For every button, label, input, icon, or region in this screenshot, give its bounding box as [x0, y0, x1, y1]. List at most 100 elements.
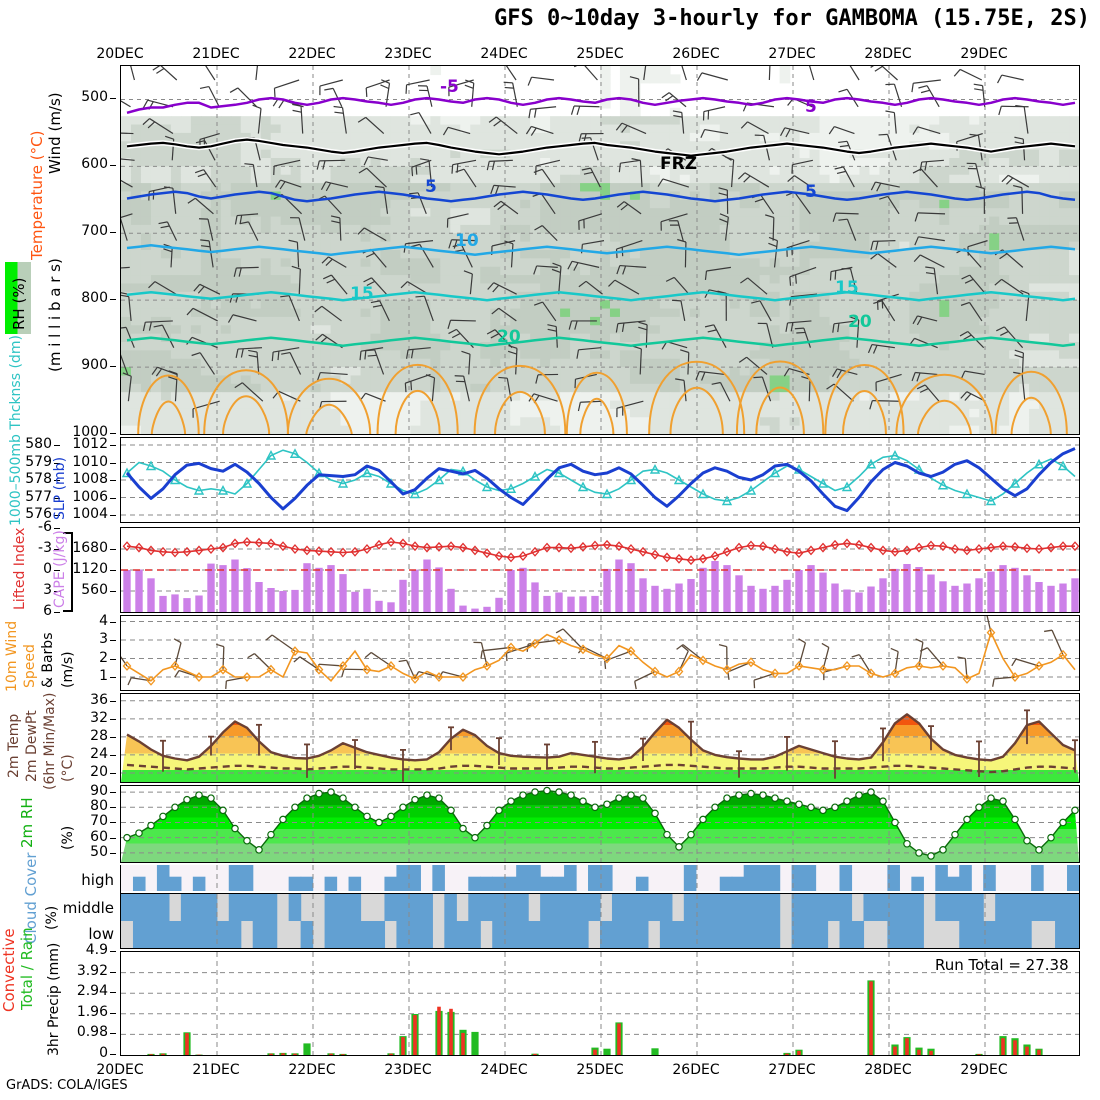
rh-tick-mark-3	[110, 837, 116, 839]
li-tick-3: 3	[43, 582, 52, 598]
slp-tick-mark-4	[110, 515, 116, 516]
label-wind: Wind (m/s)	[46, 92, 64, 174]
top-date-axis: 20DEC 21DEC 22DEC 23DEC 24DEC 25DEC 26DEC 27DEC…	[96, 46, 1080, 64]
pressure-tick-mark-4	[110, 366, 116, 368]
precip-ticks: 4.9 3.92 2.94 1.96 0.98 0	[60, 942, 116, 1061]
pressure-tick-mark-0	[110, 98, 116, 100]
slp-tick-mark-2	[110, 480, 116, 481]
li-tick-mark-4	[54, 612, 60, 613]
temp-tick-3: 24	[90, 745, 108, 762]
li-tick-mark-2	[54, 570, 60, 571]
label-rh-2m: 2m RH	[18, 797, 36, 848]
precip-tick-mark-1	[110, 971, 116, 973]
cape-ticks: 1680 1120 560	[60, 527, 116, 613]
cloud-low-plot	[121, 921, 1079, 948]
slp-plot	[121, 438, 1079, 522]
svg-text:FRZ: FRZ	[660, 154, 697, 174]
rh-legend-swatch	[5, 262, 31, 334]
lifted-index-ticks: -6 -3 0 3 6	[22, 519, 60, 619]
date-tick-20dec: 20DEC	[96, 46, 144, 62]
slp-tick-mark-0	[110, 445, 116, 446]
label-temp-minmax: (6hr Min/Max)	[42, 692, 58, 790]
label-rh: RH (%)	[10, 277, 28, 330]
temp-tick-mark-3	[110, 754, 116, 756]
date-tick-22dec: 22DEC	[288, 1062, 336, 1078]
wind-tick-mark-0	[110, 621, 116, 623]
cape-tick-0: 1680	[72, 540, 108, 556]
label-wind-10m: 10m Wind	[4, 620, 20, 692]
run-total-label: Run Total = 27.38	[935, 956, 1069, 974]
label-wind-unit: (m/s)	[60, 651, 76, 688]
upper-air-panel: -5 FRZ 5 5 5 10 15 15 20 20	[120, 65, 1080, 435]
pressure-tick-5: 1000	[72, 424, 108, 440]
li-tick-4: 6	[43, 603, 52, 619]
grads-credit: GrADS: COLA/IGES	[6, 1078, 128, 1093]
precip-tick-mark-5	[110, 1054, 116, 1055]
temp-tick-4: 20	[90, 763, 108, 780]
date-tick-20dec: 20DEC	[96, 1062, 144, 1078]
cape-plot	[121, 528, 1079, 612]
thickness-tick-0: 580	[25, 436, 52, 452]
rh-tick-mark-2	[110, 822, 116, 824]
label-rh-unit: (%)	[60, 825, 76, 850]
precip-tick-4: 0.98	[76, 1024, 108, 1041]
pressure-tick-1: 600	[81, 156, 108, 173]
label-precip-axis: 3hr Precip (mm)	[46, 942, 62, 1056]
thickness-tick-mark-3	[54, 497, 60, 499]
pressure-tick-4: 900	[81, 357, 108, 374]
svg-text:20: 20	[848, 312, 872, 332]
li-tick-mark-1	[54, 549, 60, 550]
rh-tick-3: 60	[90, 828, 108, 845]
label-wind-barbs: & Barbs	[40, 632, 56, 689]
thickness-tick-mark-4	[54, 515, 60, 516]
bottom-date-axis: 20DEC 21DEC 22DEC 23DEC 24DEC 25DEC 26DEC 27DEC…	[96, 1062, 1080, 1080]
temp-2m-panel	[120, 693, 1080, 783]
lifted-index-bracket	[63, 532, 73, 612]
precip-tick-2: 2.94	[76, 983, 108, 1000]
wind-tick-2: 2	[99, 649, 108, 666]
rh-2m-ticks: 90 80 70 60 50	[72, 783, 116, 863]
cloud-row-label-low: low	[88, 925, 114, 943]
label-thickness: 1000–500mb Thcknss (dm)	[8, 335, 24, 526]
svg-text:-5: -5	[440, 77, 459, 97]
date-tick-23dec: 23DEC	[384, 46, 432, 62]
wind-10m-panel	[120, 615, 1080, 691]
temp-2m-ticks: 36 32 28 24 20	[72, 691, 116, 783]
svg-text:20: 20	[497, 327, 521, 347]
cloud-high-panel	[120, 865, 1080, 893]
label-cape: CAPE (J/kg)	[52, 530, 68, 608]
date-tick-25dec: 25DEC	[576, 1062, 624, 1078]
rh-tick-mark-1	[110, 807, 116, 809]
label-lifted-index: Lifted Index	[12, 527, 28, 610]
rh-tick-0: 90	[90, 783, 108, 800]
precip-tick-1: 3.92	[76, 962, 108, 979]
upper-air-pressure-ticks: 500 600 700 800 900 1000	[60, 65, 116, 440]
temp-2m-plot	[121, 694, 1079, 782]
temp-tick-0: 36	[90, 691, 108, 708]
wind-tick-mark-3	[110, 677, 116, 679]
cloud-row-label-high: high	[81, 871, 114, 889]
precip-tick-mark-4	[110, 1033, 116, 1035]
svg-text:15: 15	[350, 284, 374, 304]
wind-10m-plot	[121, 616, 1079, 690]
cloud-low-panel	[120, 921, 1080, 949]
temp-tick-mark-0	[110, 700, 116, 702]
thickness-tick-mark-0	[54, 445, 60, 446]
date-tick-25dec: 25DEC	[576, 46, 624, 62]
slp-thickness-panel	[120, 437, 1080, 523]
svg-text:5: 5	[805, 97, 817, 117]
slp-tick-3: 1006	[72, 488, 108, 505]
slp-tick-0: 1012	[72, 436, 108, 452]
cape-lifted-index-panel	[120, 527, 1080, 613]
precip-tick-3: 1.96	[76, 1003, 108, 1020]
cloud-high-plot	[121, 865, 1079, 893]
svg-text:10: 10	[455, 231, 479, 251]
pressure-tick-mark-5	[110, 433, 116, 434]
cape-tick-1: 1120	[72, 561, 108, 577]
date-tick-21dec: 21DEC	[192, 1062, 240, 1078]
date-tick-26dec: 26DEC	[672, 46, 720, 62]
wind-tick-3: 1	[99, 668, 108, 685]
date-tick-27dec: 27DEC	[768, 46, 816, 62]
date-tick-29dec: 29DEC	[960, 46, 1008, 62]
label-precip-total: Total / Rain	[18, 927, 36, 1010]
